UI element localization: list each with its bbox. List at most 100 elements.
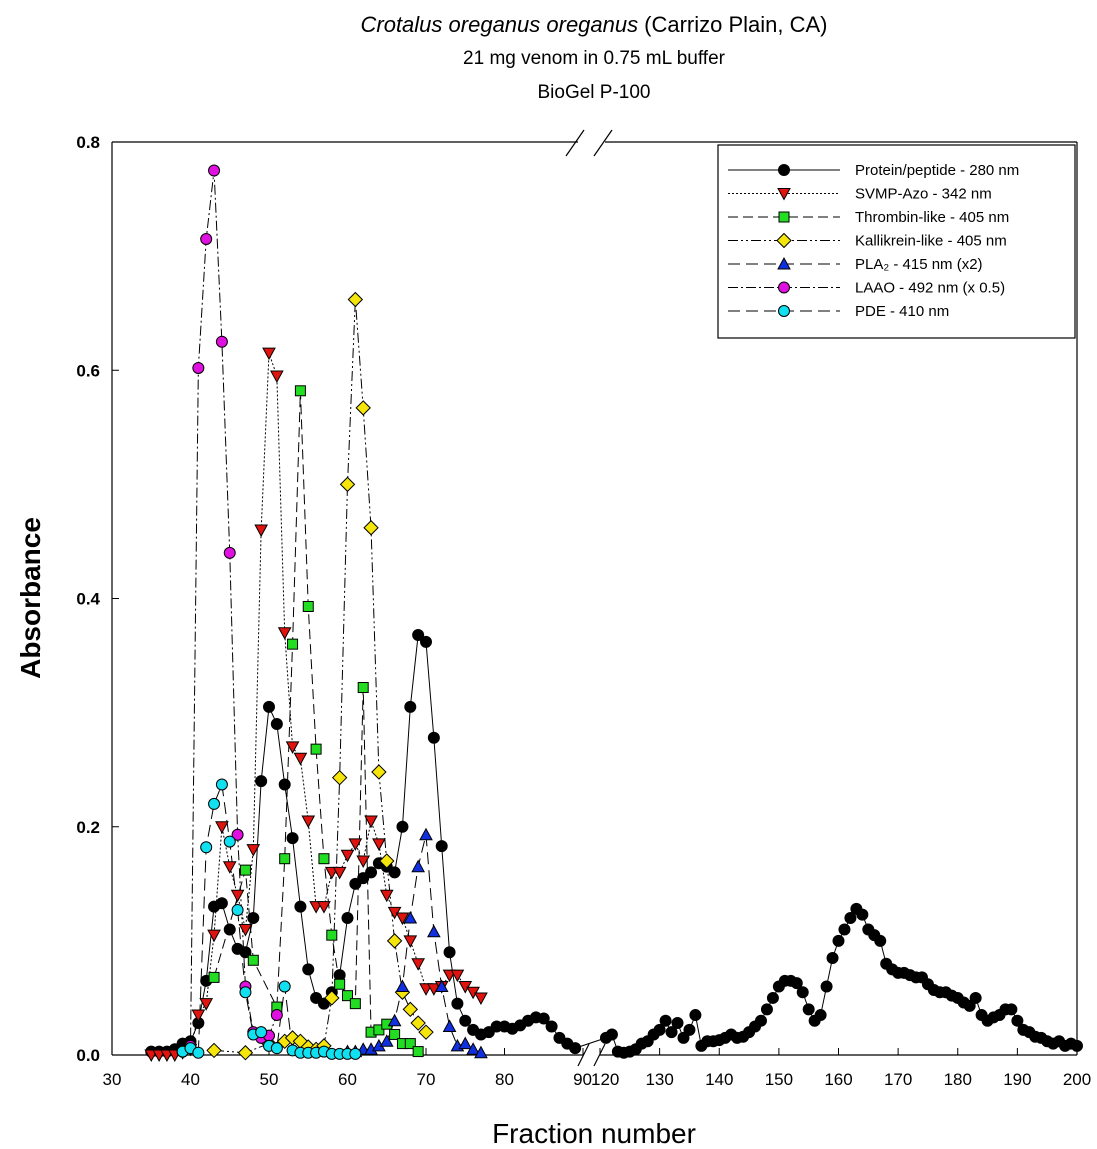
marker	[285, 741, 300, 754]
title-location: (Carrizo Plain, CA)	[644, 12, 827, 37]
marker	[796, 986, 809, 999]
marker	[302, 600, 314, 612]
marker	[191, 1009, 206, 1023]
marker	[832, 934, 845, 947]
marker	[238, 923, 253, 937]
marker	[689, 1009, 702, 1022]
marker	[208, 797, 221, 810]
marker	[324, 990, 340, 1006]
marker	[605, 1028, 618, 1041]
marker	[334, 978, 346, 990]
x-tick-label: 70	[417, 1070, 436, 1089]
marker	[310, 743, 322, 755]
marker	[341, 912, 354, 925]
marker	[365, 866, 378, 879]
marker	[348, 838, 363, 851]
marker	[820, 980, 833, 993]
marker	[286, 832, 299, 845]
marker	[254, 524, 268, 538]
marker	[874, 934, 887, 947]
subtitle: BioGel P-100	[537, 82, 650, 103]
x-tick-label: 60	[338, 1070, 357, 1089]
marker	[278, 778, 291, 791]
y-tick-label: 0.8	[76, 133, 100, 152]
marker	[396, 820, 409, 833]
legend: Protein/peptide - 280 nm SVMP-Azo - 342 n…	[717, 144, 1076, 339]
legend-label: PLA₂ - 415 nm (x2)	[855, 256, 983, 273]
marker	[317, 997, 330, 1010]
marker	[379, 889, 394, 903]
marker	[355, 400, 371, 416]
marker	[279, 853, 291, 865]
marker	[790, 977, 803, 990]
marker	[451, 997, 464, 1010]
marker	[969, 991, 982, 1004]
marker	[208, 971, 220, 983]
marker	[466, 1042, 480, 1055]
marker	[671, 1017, 684, 1030]
marker	[270, 1042, 283, 1055]
marker	[411, 958, 425, 971]
marker	[255, 775, 268, 788]
marker	[208, 164, 221, 177]
x-tick-label: 190	[1003, 1070, 1031, 1089]
marker	[474, 1045, 488, 1059]
marker	[963, 999, 976, 1012]
marker	[331, 769, 348, 786]
marker	[349, 1047, 362, 1060]
marker	[459, 1014, 472, 1027]
x-tick-label: 80	[495, 1070, 514, 1089]
marker	[246, 844, 261, 857]
marker	[814, 1009, 827, 1022]
marker	[371, 764, 387, 780]
marker	[844, 912, 857, 925]
marker	[379, 1034, 394, 1047]
marker	[199, 998, 214, 1011]
marker	[215, 335, 228, 348]
marker	[766, 991, 779, 1004]
x-tick-label: 150	[765, 1070, 793, 1089]
marker	[302, 963, 315, 976]
marker	[255, 1026, 268, 1039]
marker	[356, 855, 371, 869]
x-tick-label: 180	[944, 1070, 972, 1089]
marker	[411, 859, 425, 873]
marker	[802, 1003, 815, 1016]
marker	[342, 990, 353, 1002]
x-tick-label: 120	[591, 1070, 619, 1089]
marker	[419, 827, 433, 841]
marker	[442, 1019, 457, 1032]
marker	[200, 233, 213, 246]
marker	[450, 969, 465, 983]
marker	[262, 347, 276, 361]
marker	[349, 998, 361, 1010]
marker	[223, 923, 236, 936]
marker	[856, 908, 869, 921]
marker	[403, 935, 418, 948]
marker	[278, 980, 291, 993]
marker	[294, 385, 306, 397]
marker	[386, 933, 403, 949]
x-tick-label: 140	[705, 1070, 733, 1089]
marker	[192, 361, 205, 374]
marker	[395, 912, 410, 926]
marker	[215, 897, 228, 910]
marker	[403, 911, 418, 924]
marker	[318, 853, 330, 865]
marker	[412, 1046, 424, 1058]
marker	[665, 1026, 678, 1039]
marker	[200, 841, 213, 854]
legend-label: Protein/peptide - 280 nm	[855, 162, 1019, 179]
marker	[263, 700, 275, 713]
marker	[569, 1042, 582, 1055]
marker	[545, 1020, 558, 1033]
legend-label: LAAO - 492 nm (x 0.5)	[855, 280, 1005, 297]
chart-title: Crotalus oreganus oreganus (Carrizo Plain…	[361, 12, 828, 37]
marker	[659, 1014, 672, 1027]
marker	[443, 946, 456, 959]
marker	[293, 752, 308, 766]
marker	[754, 1014, 767, 1027]
marker	[270, 1009, 283, 1022]
marker	[537, 1012, 550, 1025]
